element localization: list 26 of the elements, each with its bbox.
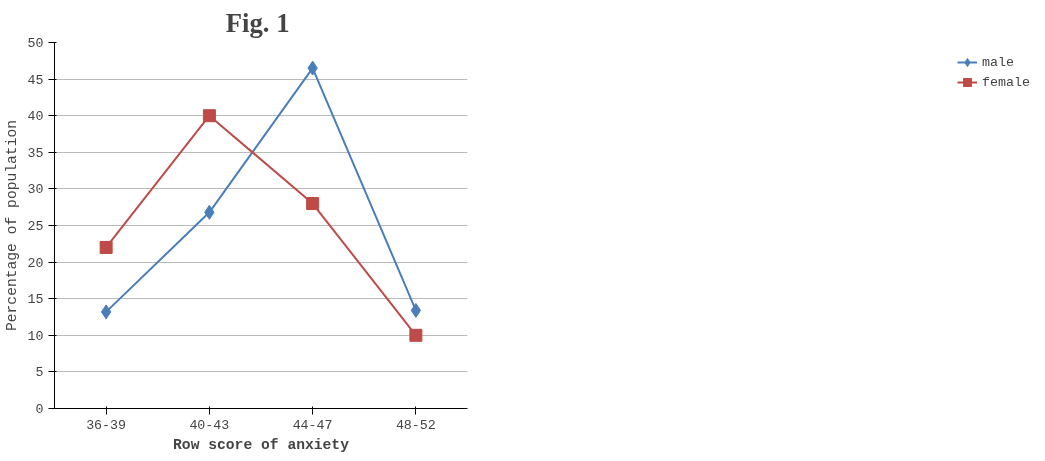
x-tick-label: 44-47 bbox=[292, 417, 333, 433]
point bbox=[306, 197, 320, 211]
x-tick-label: 40-43 bbox=[189, 417, 230, 433]
x-axis-title: Row score of anxiety bbox=[173, 436, 350, 453]
y-tick-label: 15 bbox=[27, 292, 44, 308]
y-tick-label: 25 bbox=[27, 219, 44, 234]
point bbox=[99, 240, 113, 254]
y-tick-label: 20 bbox=[27, 255, 44, 271]
x-tick-label: 36-39 bbox=[86, 417, 127, 433]
chart-title: Fig. 1 bbox=[225, 7, 290, 38]
point bbox=[202, 109, 216, 123]
y-tick-label: 30 bbox=[27, 182, 44, 198]
point bbox=[100, 304, 112, 320]
y-tick-label: 40 bbox=[27, 109, 44, 125]
y-tick-label: 50 bbox=[27, 36, 44, 51]
legend-label: male bbox=[982, 54, 1014, 70]
point bbox=[410, 302, 422, 318]
y-tick-label: 10 bbox=[27, 328, 44, 344]
legend-label: female bbox=[982, 74, 1030, 90]
y-tick-label: 45 bbox=[27, 72, 44, 88]
y-tick-label: 5 bbox=[35, 365, 44, 381]
x-tick-label: 48-52 bbox=[395, 417, 436, 433]
y-axis-title: Percentage of population bbox=[3, 119, 20, 332]
y-tick-label: 35 bbox=[27, 145, 44, 161]
y-tick-label: 0 bbox=[35, 402, 44, 417]
point bbox=[409, 328, 423, 342]
